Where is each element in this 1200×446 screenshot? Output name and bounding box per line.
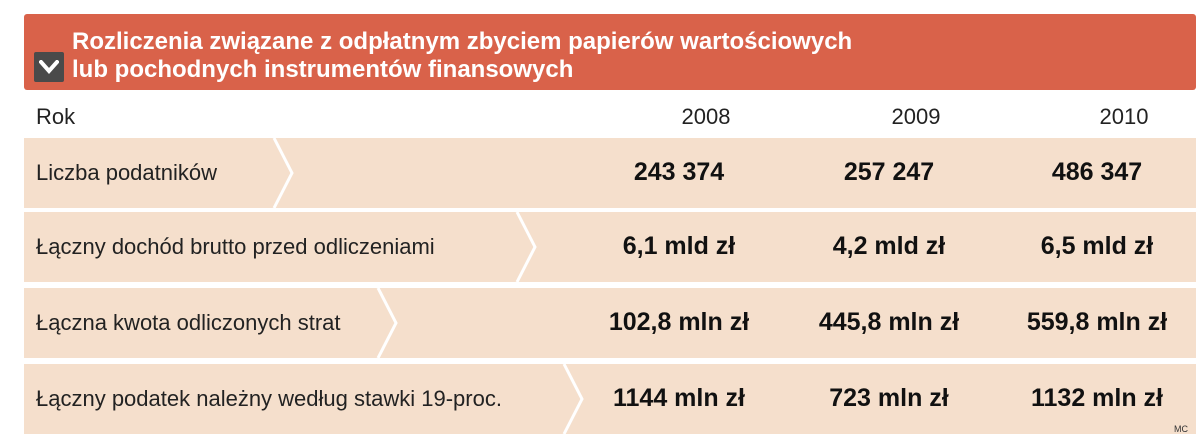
- year-header-label: Rok: [36, 104, 76, 129]
- cell-value: 1144 mln zł: [612, 384, 746, 412]
- collapse-button[interactable]: [34, 52, 64, 82]
- title-line-1: Rozliczenia związane z odpłatnym zbyciem…: [72, 28, 853, 55]
- cell-value: 559,8 mln zł: [1026, 308, 1168, 336]
- table-row: Łączny dochód brutto przed odliczeniami …: [24, 212, 1196, 282]
- row-label: Łączny dochód brutto przed odliczeniami: [36, 234, 435, 259]
- row-chevron: [272, 138, 294, 208]
- source-credit: MC: [1174, 424, 1188, 434]
- year-header-row: Rok 2008 2009 2010: [24, 96, 1196, 134]
- table-title: Rozliczenia związane z odpłatnym zbyciem…: [72, 28, 1186, 84]
- cell-value: 4,2 mld zł: [832, 232, 946, 260]
- cell-value: 723 mln zł: [829, 384, 949, 412]
- row-label: Liczba podatników: [36, 160, 218, 185]
- cell-value: 257 247: [843, 158, 935, 186]
- cell-value: 1132 mln zł: [1030, 384, 1164, 412]
- year-2009: 2009: [891, 104, 941, 129]
- row-chevron: [515, 212, 537, 282]
- title-line-2: lub pochodnych instrumentów finansowych: [72, 56, 574, 83]
- cell-value: 445,8 mln zł: [818, 308, 960, 336]
- table-row: Liczba podatników 243 374 257 247 486 34…: [24, 138, 1196, 208]
- row-chevron: [376, 288, 398, 358]
- table-row: Łączny podatek należny według stawki 19-…: [24, 364, 1196, 434]
- table-row: Łączna kwota odliczonych strat 102,8 mln…: [24, 288, 1196, 358]
- cell-value: 102,8 mln zł: [608, 308, 750, 336]
- cell-value: 6,5 mld zł: [1040, 232, 1154, 260]
- row-label: Łączny podatek należny według stawki 19-…: [36, 386, 502, 411]
- cell-value: 6,1 mld zł: [622, 232, 736, 260]
- chevron-down-icon: [39, 60, 59, 74]
- table-header-banner: Rozliczenia związane z odpłatnym zbyciem…: [24, 14, 1196, 90]
- cell-value: 243 374: [633, 158, 725, 186]
- row-chevron: [562, 364, 584, 434]
- year-2008: 2008: [681, 104, 731, 129]
- cell-value: 486 347: [1051, 158, 1143, 186]
- year-2010: 2010: [1099, 104, 1149, 129]
- row-label: Łączna kwota odliczonych strat: [36, 310, 341, 335]
